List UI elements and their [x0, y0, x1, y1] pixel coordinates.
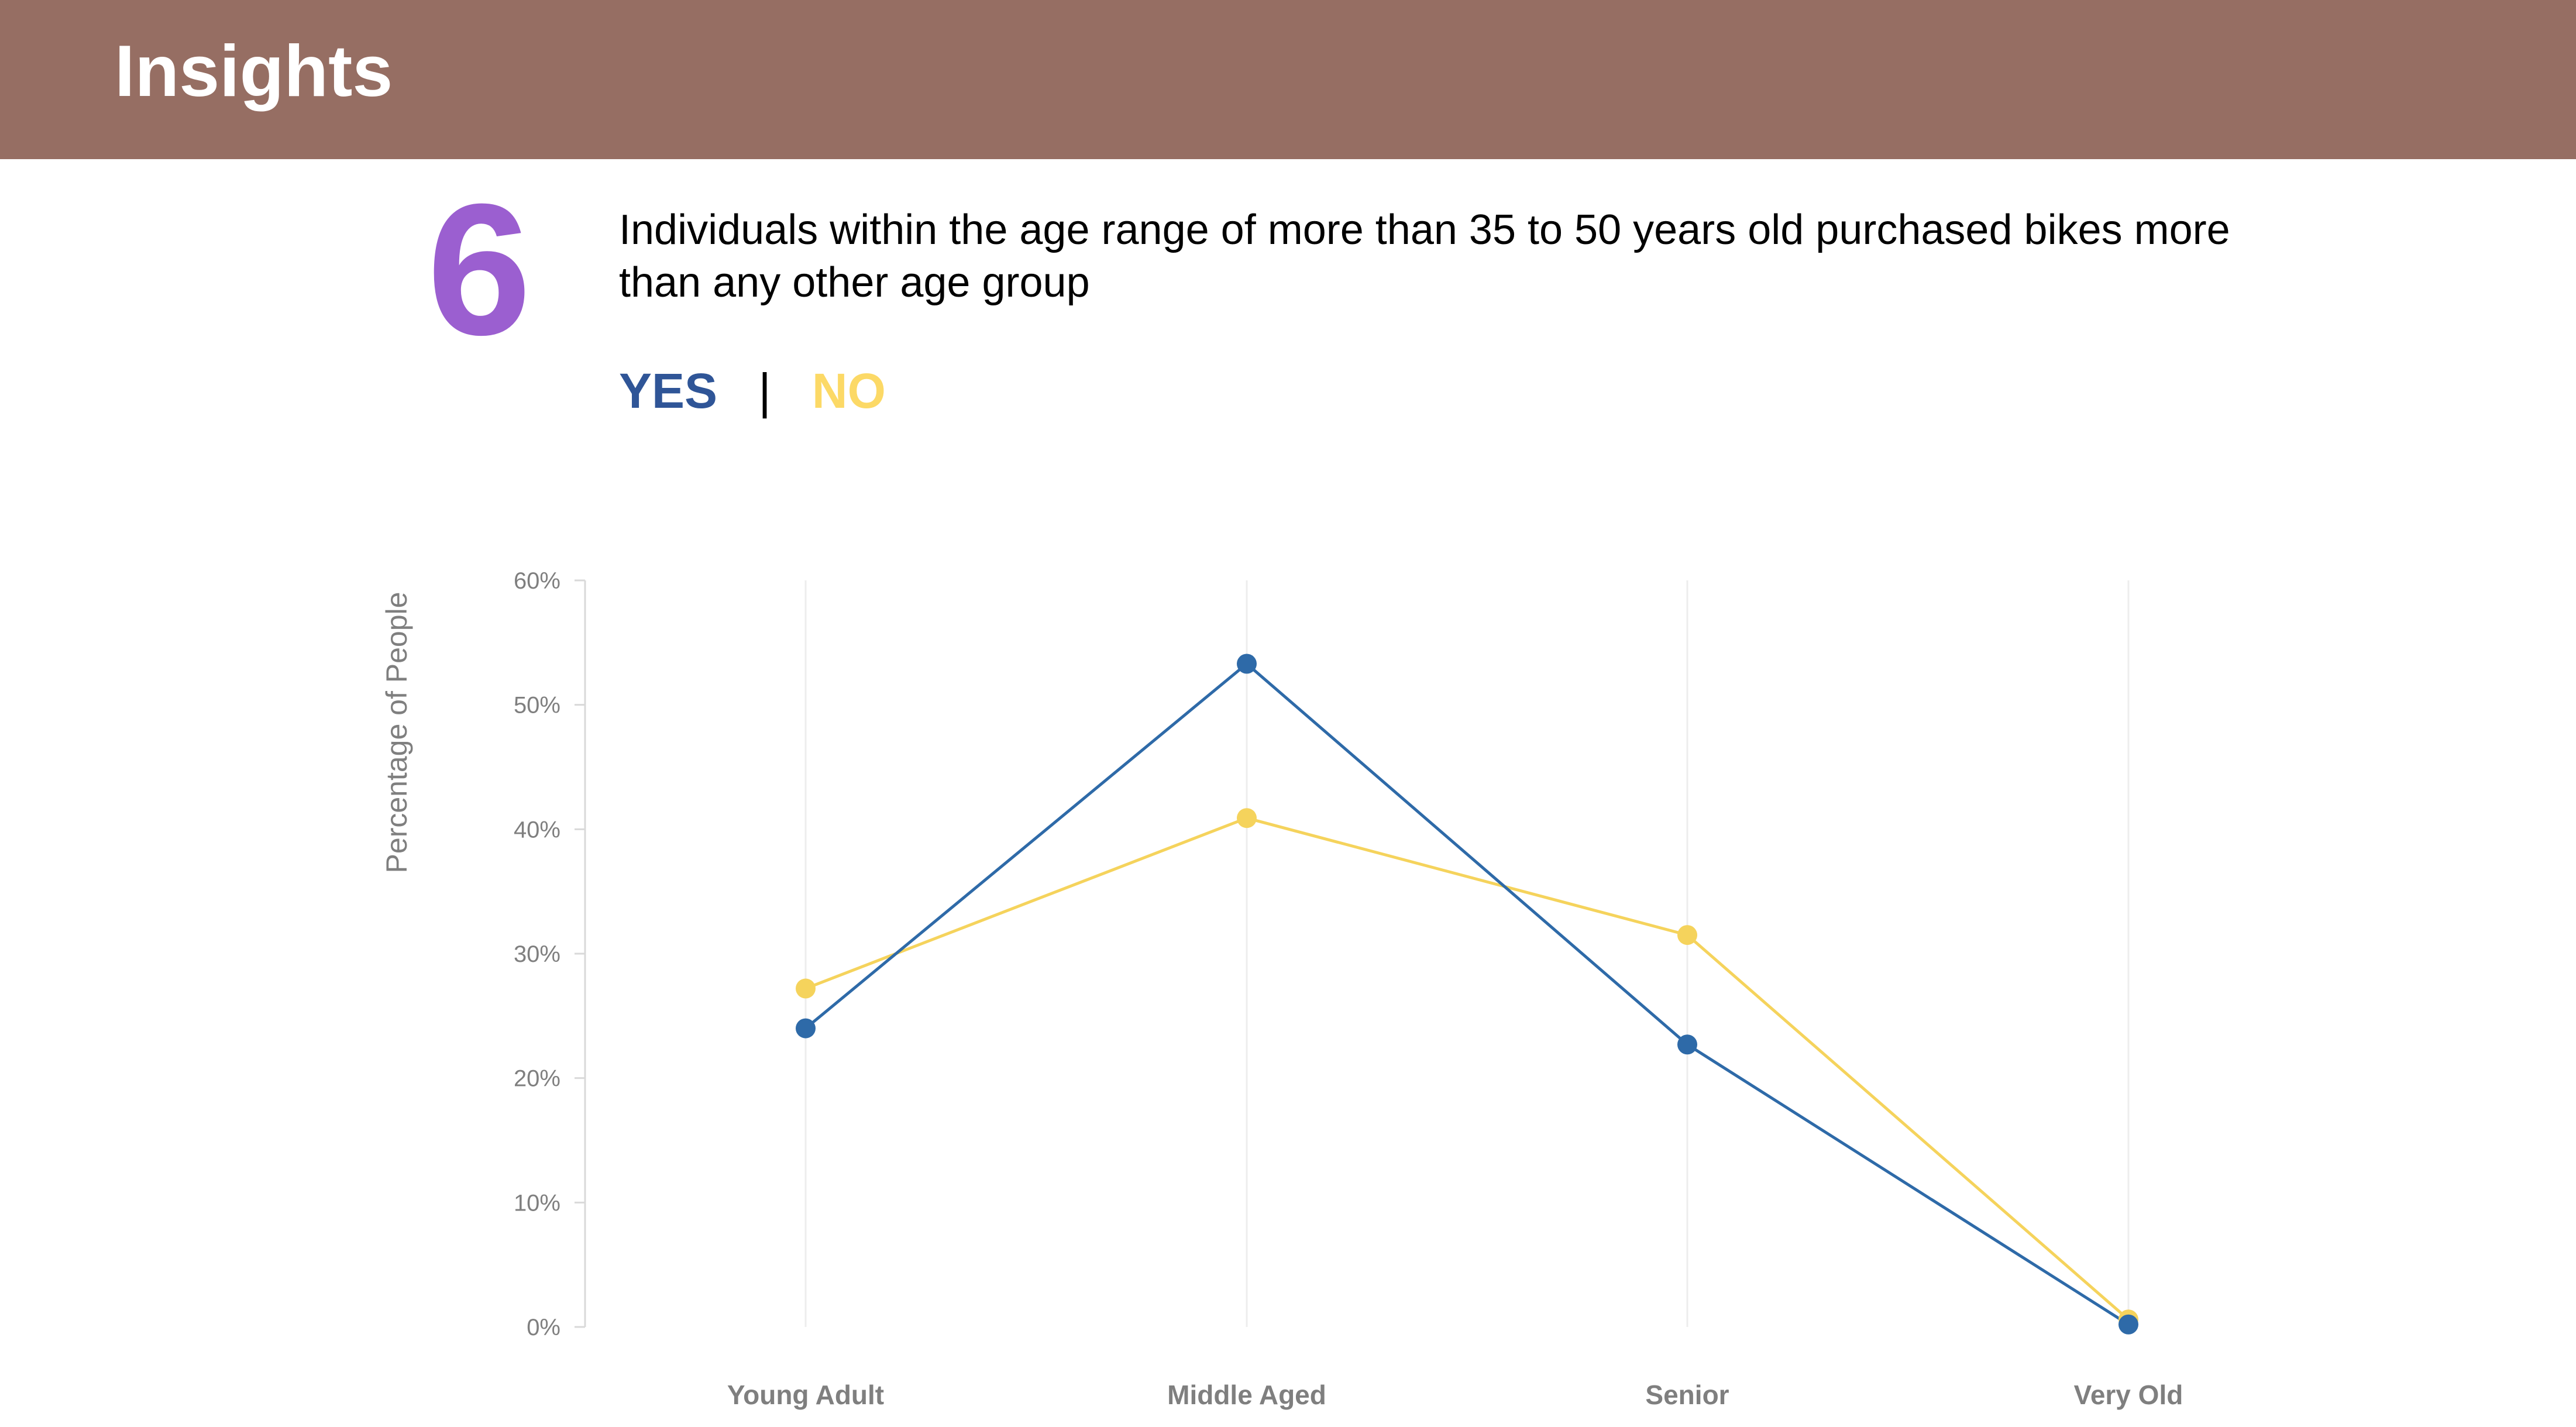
insight-number: 6: [427, 164, 531, 374]
x-tick-label-3: Very Old: [2074, 1380, 2183, 1410]
data-point-no-0: [796, 978, 816, 999]
data-point-yes-1: [1237, 654, 1257, 674]
legend-no-label: NO: [811, 363, 886, 418]
data-point-no-2: [1677, 925, 1697, 945]
data-point-no-1: [1237, 808, 1257, 828]
y-axis-label: Percentage of People: [380, 592, 413, 874]
data-point-yes-0: [796, 1018, 816, 1039]
data-point-yes-2: [1677, 1034, 1697, 1055]
x-tick-label-1: Middle Aged: [1167, 1380, 1326, 1410]
y-tick-label-3: 30%: [514, 941, 560, 967]
legend-separator: |: [758, 363, 771, 418]
x-tick-label-2: Senior: [1645, 1380, 1729, 1410]
y-tick-label-4: 40%: [514, 817, 560, 843]
legend: YES | NO: [619, 366, 886, 415]
series-line-yes: [804, 662, 2130, 1326]
y-tick-label-5: 50%: [514, 693, 560, 718]
page-title: Insights: [115, 31, 393, 112]
x-tick-label-0: Young Adult: [727, 1380, 884, 1410]
y-tick-label-2: 20%: [514, 1066, 560, 1092]
y-tick-label-6: 60%: [514, 568, 560, 594]
insight-statement: Individuals within the age range of more…: [619, 207, 2230, 306]
y-tick-label-1: 10%: [514, 1190, 560, 1216]
data-point-yes-3: [2118, 1314, 2138, 1335]
y-tick-label-0: 0%: [527, 1315, 560, 1340]
series-line-no: [805, 816, 2130, 1321]
header-bar: Insights: [0, 0, 2576, 159]
legend-yes-label: YES: [619, 363, 718, 418]
